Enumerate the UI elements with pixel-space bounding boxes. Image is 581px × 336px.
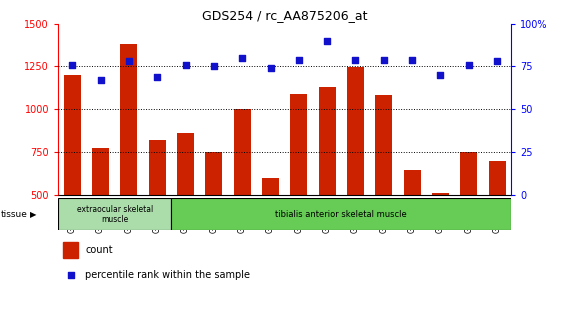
- Text: count: count: [85, 245, 113, 255]
- Bar: [92, 148, 109, 195]
- Point: [379, 57, 389, 62]
- Point: [238, 55, 247, 60]
- Point: [181, 62, 190, 67]
- Bar: [318, 87, 336, 195]
- Bar: [290, 94, 307, 195]
- Point: [407, 57, 417, 62]
- Text: extraocular skeletal
muscle: extraocular skeletal muscle: [77, 205, 153, 224]
- Bar: [171, 198, 511, 230]
- Point: [209, 64, 218, 69]
- Point: [124, 58, 134, 64]
- Bar: [206, 152, 223, 195]
- Text: tissue: tissue: [1, 210, 28, 219]
- Bar: [375, 95, 392, 195]
- Bar: [489, 161, 505, 195]
- Point: [66, 273, 76, 278]
- Bar: [347, 67, 364, 195]
- Point: [294, 57, 303, 62]
- Bar: [120, 44, 137, 195]
- Point: [351, 57, 360, 62]
- Point: [436, 72, 445, 78]
- Point: [493, 58, 502, 64]
- Bar: [262, 178, 279, 195]
- Point: [464, 62, 474, 67]
- Point: [96, 77, 105, 83]
- Bar: [404, 170, 421, 195]
- Point: [153, 74, 162, 79]
- Title: GDS254 / rc_AA875206_at: GDS254 / rc_AA875206_at: [202, 9, 367, 23]
- Text: ▶: ▶: [30, 210, 37, 219]
- Point: [322, 38, 332, 43]
- Text: tibialis anterior skeletal muscle: tibialis anterior skeletal muscle: [275, 210, 407, 219]
- Point: [67, 62, 77, 67]
- Bar: [177, 133, 194, 195]
- Bar: [460, 152, 477, 195]
- Bar: [64, 75, 81, 195]
- Bar: [149, 140, 166, 195]
- Text: percentile rank within the sample: percentile rank within the sample: [85, 270, 250, 281]
- Point: [266, 66, 275, 71]
- Bar: [63, 242, 78, 258]
- Bar: [432, 193, 449, 195]
- Bar: [58, 198, 171, 230]
- Bar: [234, 109, 251, 195]
